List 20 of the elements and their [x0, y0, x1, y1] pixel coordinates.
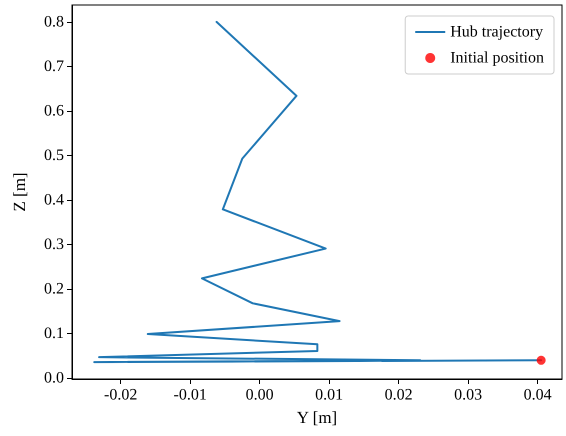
x-axis-title: Y [m] [296, 408, 338, 427]
y-tick-label: 0.4 [44, 192, 64, 209]
y-tick-label: 0.1 [44, 325, 64, 342]
legend-label: Hub trajectory [450, 24, 544, 40]
y-tick-label: 0.7 [44, 58, 64, 75]
legend-label: Initial position [450, 50, 544, 66]
y-tick-label: 0.3 [44, 236, 64, 254]
y-axis-title: Z [m] [10, 172, 29, 212]
y-tick-label: 0.5 [44, 146, 64, 164]
x-tick-label: 0.01 [315, 386, 344, 404]
y-tick-label: 0.8 [44, 13, 64, 30]
x-tick-label: -0.01 [173, 386, 207, 404]
x-tick-label: 0.04 [524, 386, 552, 404]
x-tick-label: 0.00 [246, 386, 274, 404]
x-tick-label: -0.02 [104, 386, 138, 404]
x-tick-label: 0.03 [454, 386, 482, 404]
y-tick-label: 0.6 [44, 102, 64, 120]
y-tick-label: 0.0 [44, 370, 64, 387]
y-tick-label: 0.2 [44, 280, 64, 298]
x-tick-label: 0.02 [384, 386, 413, 404]
